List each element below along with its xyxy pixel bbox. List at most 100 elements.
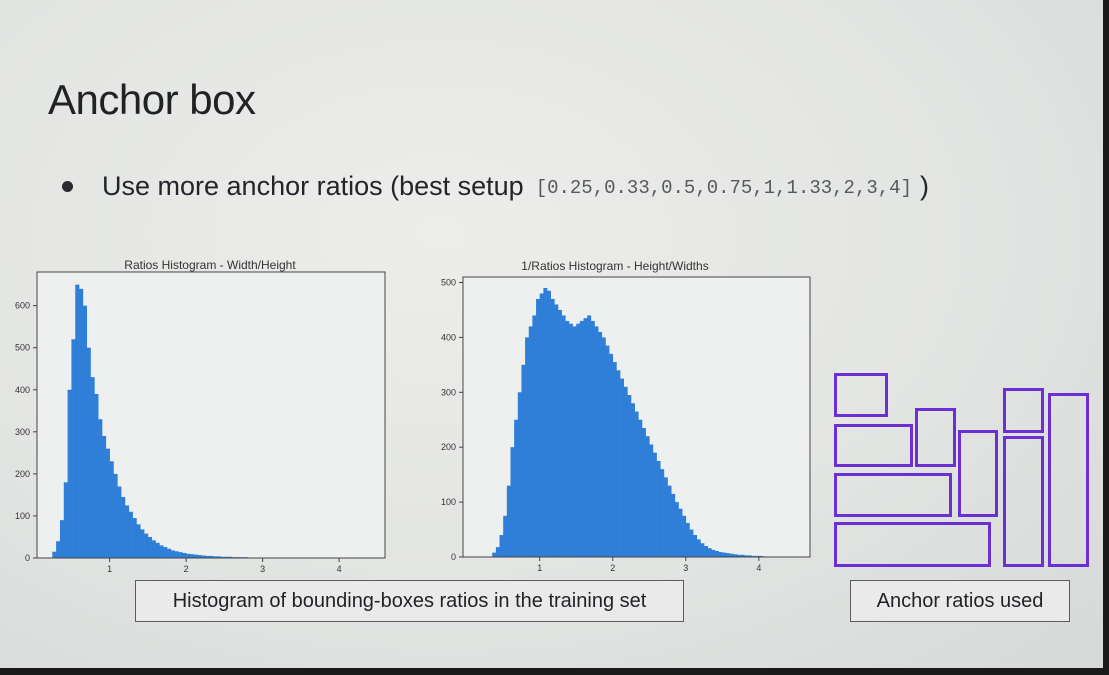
histogram-bar [747,555,752,557]
y-tick-label: 300 [15,427,30,437]
histogram-bar [216,556,221,558]
histogram-bar [536,298,541,557]
histogram-bar [186,553,191,558]
bullet-dot-icon [62,180,73,192]
histogram-bar [758,555,763,557]
histogram-bar [620,378,625,557]
histogram-bar [685,522,690,557]
histogram-bar [75,284,80,558]
histogram-bar [704,546,709,557]
histogram-bar [572,326,577,557]
histogram-bar [587,315,592,557]
histogram-bar [641,427,646,557]
y-tick-label: 100 [15,511,30,521]
histogram-bar [707,548,712,557]
histogram-bar [228,556,233,558]
histogram-bar [649,444,654,557]
histogram-bar [722,552,727,557]
y-tick-label: 0 [25,553,30,563]
histogram-bar [178,552,183,558]
histogram-bar [90,377,95,558]
histogram-bar [105,448,110,558]
histogram-bar [159,545,164,558]
bullet-close-paren: ) [919,170,929,201]
histogram-bar [663,477,668,557]
histogram-bar [525,337,530,557]
plot-frame [462,276,811,558]
histogram-bar [736,554,741,557]
y-tick-label: 500 [441,277,456,287]
histogram-bar [711,549,716,557]
x-tick-label: 3 [260,564,265,574]
histogram-bar [136,524,141,558]
y-tick-label: 0 [451,552,456,562]
histogram-bar [506,485,511,557]
x-tick-label: 1 [537,563,542,573]
histogram-bar [117,486,122,558]
chart-svg: 1 2 3 4 0 100 200 300 400 500 600 [15,271,386,574]
plot-frame [36,271,386,559]
histogram-bar [193,554,198,558]
histogram-bar [601,337,606,557]
histogram-bar [579,320,584,557]
anchors-caption: Anchor ratios used [850,580,1070,622]
histogram-bar [155,542,160,558]
histogram-bar [82,305,88,558]
histogram-bar [645,436,650,557]
histogram-bar [689,529,694,557]
histogram-bar [671,493,676,557]
histogram-bar [612,362,617,557]
histogram-bar [539,293,544,557]
y-tick-label: 200 [441,442,456,452]
histogram-bar [609,353,614,557]
histogram-width-height: Ratios Histogram - Width/Height 1 2 3 4 0 100… [0,255,400,580]
bullet-item: Use more anchor ratios (best setup [0.25… [62,166,929,206]
histogram-bar [521,364,526,557]
histogram-bar [550,298,555,557]
histogram-bar [121,497,126,558]
y-tick-label: 200 [15,469,30,479]
histogram-bar [631,403,635,557]
histogram-bar [197,555,202,558]
histogram-bar [715,550,719,557]
histogram-bar [583,318,588,557]
histogram-bar [52,551,57,558]
histogram-bar [656,460,661,557]
histogram-bar [616,370,621,557]
histogram-bar [163,547,168,558]
histogram-bar [144,533,149,558]
histogram-bar [205,555,210,558]
histogram-bar [189,554,195,558]
histogram-bar [94,393,99,558]
histogram-bar [528,326,533,557]
anchor-box [834,473,952,517]
histogram-bar [224,556,229,558]
x-tick-label: 2 [184,564,189,574]
histogram-bar [109,461,114,558]
y-tick-label: 400 [441,332,456,342]
histogram-bar [517,392,522,557]
histogram-bar [700,543,705,557]
histogram-bar [98,419,103,558]
histogram-bar [682,515,687,557]
histogram-bar [220,556,225,558]
histogram-bar [547,290,551,557]
y-tick-label: 100 [441,497,456,507]
histogram-bar [492,552,497,557]
y-tick-label: 400 [15,385,30,395]
histogram-bar [510,447,515,557]
histogram-bar [693,535,698,557]
histogram-bar [638,419,643,557]
histogram-bar [561,315,566,557]
histogram-bar [623,386,628,557]
histogram-bar [594,326,599,557]
anchor-box [1048,393,1089,567]
histogram-bar [174,551,179,558]
histogram-bar [696,539,701,557]
histogram-bar [568,323,573,557]
histogram-bar [627,395,632,557]
histogram-bar [128,511,133,558]
histogram-bar [514,419,519,557]
histogram-bar [86,347,91,558]
